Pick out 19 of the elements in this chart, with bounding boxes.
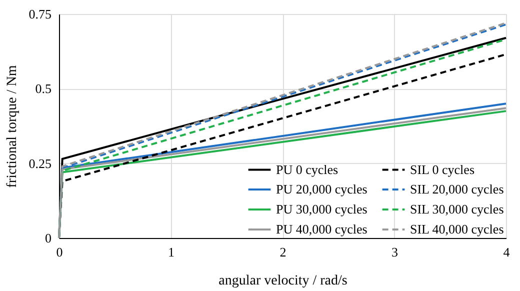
y-tick-label: 0.5 xyxy=(35,81,52,96)
legend-label: SIL 0 cycles xyxy=(410,162,474,177)
x-tick-label: 3 xyxy=(392,244,398,260)
x-axis-title: angular velocity / rad/s xyxy=(218,274,348,288)
x-tick-label: 4 xyxy=(503,244,510,260)
x-tick-label: 0 xyxy=(56,244,63,260)
legend-label: PU 30,000 cycles xyxy=(276,202,368,216)
x-tick-label: 2 xyxy=(280,244,286,260)
y-tick-label: 0 xyxy=(45,230,52,246)
legend-label: PU 0 cycles xyxy=(276,162,338,177)
y-axis-title: frictional torque / Nm xyxy=(4,65,20,188)
legend-label: SIL 40,000 cycles xyxy=(410,222,504,236)
legend-label: SIL 30,000 cycles xyxy=(410,202,504,216)
y-tick-label: 0.25 xyxy=(28,156,52,171)
legend-label: PU 40,000 cycles xyxy=(276,222,368,236)
x-tick-label: 1 xyxy=(168,244,174,260)
y-tick-label: 0.75 xyxy=(28,6,52,22)
legend-label: PU 20,000 cycles xyxy=(276,182,368,196)
legend-label: SIL 20,000 cycles xyxy=(410,182,504,196)
